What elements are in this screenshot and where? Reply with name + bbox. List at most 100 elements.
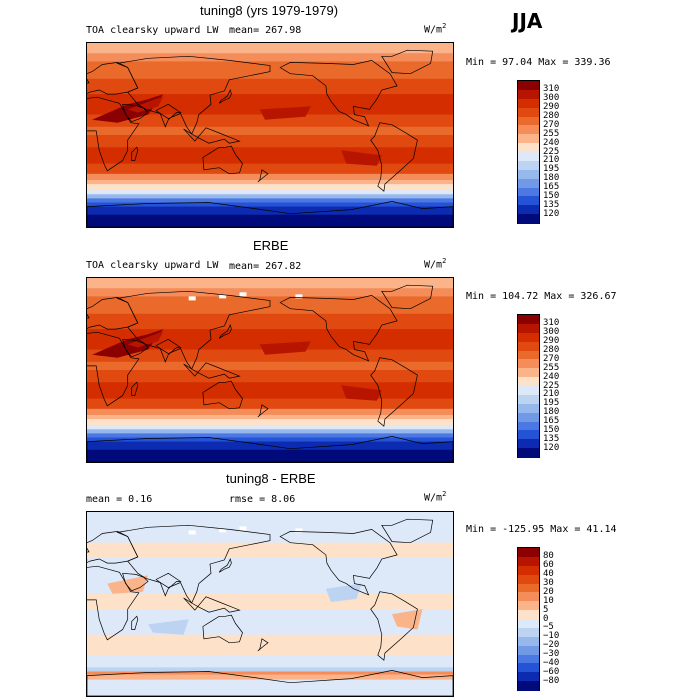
- coastline-nz: [257, 404, 269, 418]
- contour-band: [87, 278, 453, 289]
- contour-band: [87, 202, 453, 208]
- colorbar-swatch: [518, 654, 539, 664]
- contour-band: [87, 419, 453, 426]
- coastline-madagascar: [131, 146, 139, 161]
- contour-band: [87, 414, 453, 420]
- coastline-samerica: [370, 357, 418, 427]
- coastline-namerica: [279, 295, 398, 362]
- coastline-uk: [87, 313, 90, 319]
- contour-band: [87, 449, 453, 462]
- colorbar-swatch: [518, 672, 539, 682]
- colorbar-swatch: [518, 89, 539, 100]
- panel-1-units: W/m2: [424, 22, 447, 36]
- colorbar-swatch: [518, 627, 539, 638]
- colorbar-tick-label: 120: [543, 442, 560, 453]
- colorbar-swatch: [518, 601, 539, 611]
- panel-2-minmax: Min = 104.72 Max = 326.67: [466, 291, 617, 302]
- contour-band: [87, 349, 453, 363]
- coastline-arabia: [122, 338, 149, 358]
- map-field: [87, 512, 453, 696]
- colorbar-swatch: [518, 160, 539, 171]
- colorbar-swatch: [518, 565, 539, 576]
- colorbar-swatch: [518, 359, 539, 369]
- missing-data-patch: [239, 526, 247, 531]
- colorbar-tick-label: 135: [543, 433, 560, 444]
- panel-3-units: W/m2: [424, 490, 447, 504]
- coastline-africa: [87, 96, 140, 172]
- contour-band: [87, 190, 453, 195]
- colorbar-tick-label: 280: [543, 111, 560, 121]
- panel-1-mean: mean= 267.98: [229, 25, 302, 36]
- colorbar-swatch: [518, 368, 539, 378]
- colorbar-swatch: [518, 332, 539, 343]
- colorbar-swatch: [518, 574, 539, 585]
- contour-band: [87, 179, 453, 185]
- field-anomaly: [127, 96, 164, 113]
- colorbar-swatch: [518, 81, 539, 91]
- contour-band: [87, 425, 453, 430]
- colorbar-tick-label: 30: [543, 578, 554, 588]
- panel-3-rmse: rmse = 8.06: [229, 494, 296, 505]
- panel-2-variable: TOA clearsky upward LW: [86, 260, 219, 271]
- colorbar-swatch: [518, 681, 539, 691]
- colorbar-swatch: [518, 107, 539, 118]
- missing-data-patch: [295, 294, 303, 299]
- contour-band: [87, 78, 453, 95]
- contour-band: [87, 674, 453, 681]
- colorbar-tick-label: 165: [543, 182, 560, 192]
- contour-band: [87, 313, 453, 330]
- coastline-asia: [116, 290, 271, 370]
- missing-data-patch: [188, 530, 196, 535]
- contour-band: [87, 214, 453, 227]
- panel-3-map: [86, 511, 454, 697]
- panel-1-colorbar: 310 300 290 280 270 255 240 225 210 195 180 165 150 1…: [517, 80, 559, 224]
- colorbar-tick-label: 225: [543, 146, 560, 157]
- contour-band: [87, 329, 453, 342]
- colorbar-swatch: [518, 134, 539, 144]
- coastline-seasia: [183, 596, 241, 613]
- colorbar-tick-label: 0: [543, 613, 549, 624]
- panel-3-mean: mean = 0.16: [86, 494, 153, 505]
- coastline-namerica: [279, 529, 398, 596]
- coastline-uk: [87, 78, 90, 84]
- colorbar-tick-label: 225: [543, 380, 560, 391]
- coastline-antarctic: [87, 436, 453, 462]
- contour-band: [87, 43, 453, 54]
- colorbar-swatch: [518, 610, 539, 620]
- map-field: [87, 278, 453, 462]
- colorbar-swatch: [518, 214, 539, 224]
- colorbar-tick-label: 280: [543, 345, 560, 355]
- contour-band: [87, 94, 453, 107]
- panel-3-title: tuning8 - ERBE: [226, 471, 316, 486]
- field-anomaly: [259, 106, 311, 120]
- coastline-africa: [87, 565, 140, 641]
- panel-2-title: ERBE: [253, 238, 289, 253]
- colorbar-swatch: [518, 350, 539, 360]
- colorbar-tick-label: 195: [543, 164, 560, 175]
- contour-band: [87, 126, 453, 136]
- contour-band: [87, 408, 453, 416]
- contour-band: [87, 609, 453, 636]
- contour-band: [87, 593, 453, 610]
- colorbar-tick-label: −5: [543, 622, 554, 633]
- colorbar-tick-label: 135: [543, 199, 560, 210]
- colorbar-swatch: [518, 592, 539, 602]
- panel-1-minmax: Min = 97.04 Max = 339.36: [466, 57, 611, 68]
- contour-band: [87, 194, 453, 199]
- coastline-nz: [257, 638, 269, 652]
- colorbar-tick-label: −60: [543, 666, 560, 677]
- colorbar-tick-label: 195: [543, 398, 560, 409]
- colorbar-tick-label: 10: [543, 595, 554, 606]
- field-anomaly: [92, 329, 164, 358]
- panel-2-colorbar: 310 300 290 280 270 255 240 225 210 195 180 165 150 1…: [517, 314, 559, 458]
- colorbar-tick-label: 5: [543, 604, 549, 615]
- field-anomaly: [127, 331, 164, 348]
- colorbar-swatch: [518, 412, 539, 423]
- contour-band: [87, 135, 453, 148]
- colorbar-tick-label: 270: [543, 353, 560, 364]
- colorbar-swatch: [518, 386, 539, 396]
- coastline-japan: [218, 558, 232, 573]
- colorbar-tick-label: 165: [543, 416, 560, 426]
- coastline-seasia: [183, 362, 241, 379]
- colorbar-tick-label: 255: [543, 362, 560, 373]
